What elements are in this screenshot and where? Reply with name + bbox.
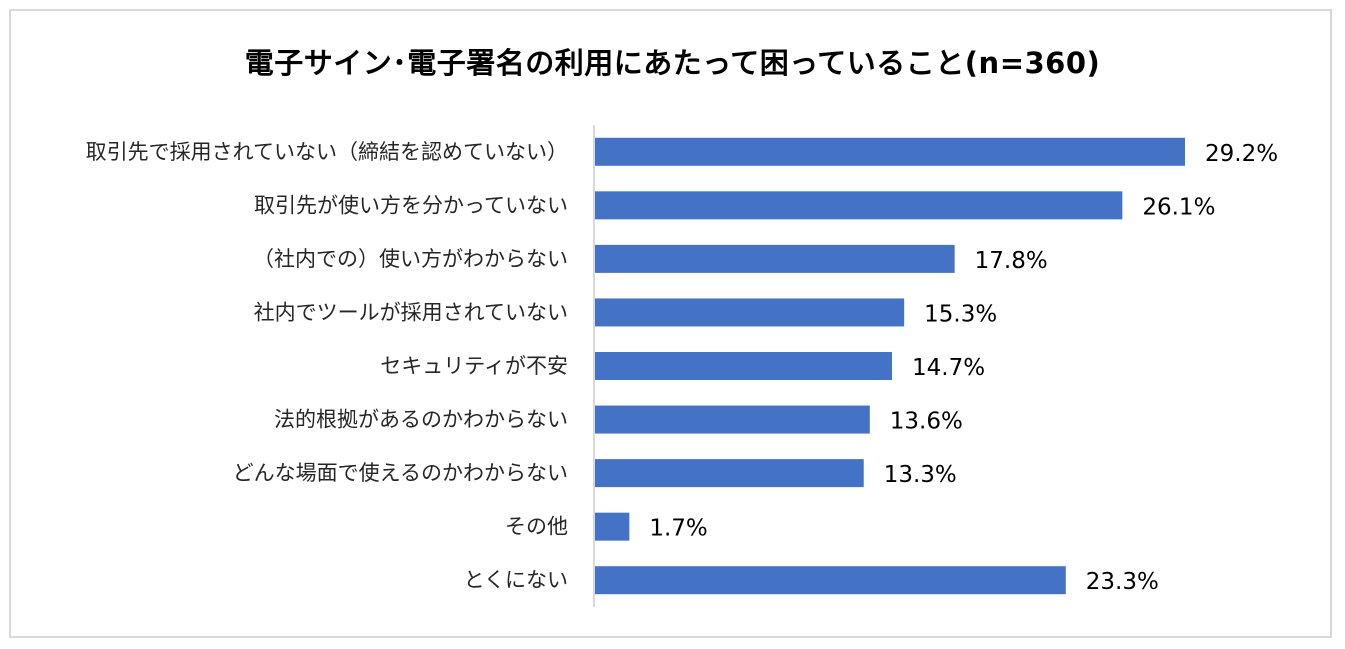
- data-label: 26.1%: [1142, 194, 1215, 220]
- bar: [595, 191, 1123, 220]
- bar: [595, 352, 893, 380]
- bar: [595, 459, 864, 488]
- category-label: どんな場面で使えるのかわからない: [233, 461, 568, 485]
- data-label: 17.8%: [975, 248, 1048, 274]
- bar: [595, 566, 1066, 595]
- data-label: 13.6%: [890, 409, 963, 435]
- bar: [595, 405, 870, 434]
- category-label: その他: [505, 515, 568, 539]
- bar: [595, 244, 955, 273]
- data-label: 15.3%: [924, 301, 997, 327]
- category-label: 法的根拠があるのかわからない: [274, 408, 568, 432]
- data-label: 13.3%: [884, 462, 957, 488]
- bar: [595, 137, 1185, 166]
- bar: [595, 512, 630, 541]
- category-label: とくにない: [464, 568, 568, 592]
- category-label: セキュリティが不安: [380, 354, 568, 378]
- category-label: 社内でツールが採用されていない: [254, 300, 568, 324]
- data-label: 1.7%: [649, 516, 707, 542]
- data-label: 23.3%: [1086, 569, 1159, 595]
- category-label: 取引先で採用されていない（締結を認めていない）: [86, 140, 568, 164]
- chart-title: 電子サイン･電子署名の利用にあたって困っていること(n=360): [244, 46, 1101, 80]
- bar: [595, 298, 905, 327]
- category-label: 取引先が使い方を分かっていない: [254, 193, 568, 217]
- data-label: 29.2%: [1205, 141, 1278, 167]
- category-label: （社内での）使い方がわからない: [253, 247, 568, 271]
- data-label: 14.7%: [912, 355, 985, 381]
